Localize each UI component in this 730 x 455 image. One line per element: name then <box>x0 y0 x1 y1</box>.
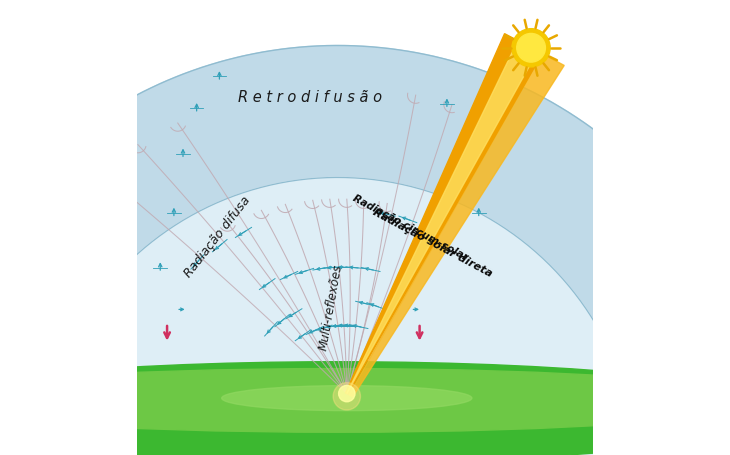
Circle shape <box>333 383 361 410</box>
Polygon shape <box>349 54 564 397</box>
Text: R e t r o d i f u s ã o: R e t r o d i f u s ã o <box>238 91 383 105</box>
Polygon shape <box>347 40 538 394</box>
Ellipse shape <box>0 369 730 432</box>
Text: Radiação circum-solar: Radiação circum-solar <box>351 193 469 262</box>
Circle shape <box>339 385 355 402</box>
Wedge shape <box>0 46 730 455</box>
Wedge shape <box>37 177 638 455</box>
Circle shape <box>512 29 550 67</box>
Ellipse shape <box>0 362 730 455</box>
Text: Radiação solar direta: Radiação solar direta <box>371 207 493 279</box>
Ellipse shape <box>222 386 472 410</box>
Text: Radiação difusa: Radiação difusa <box>182 193 253 280</box>
Polygon shape <box>345 34 542 394</box>
Text: Multi-reflexões: Multi-reflexões <box>317 263 345 351</box>
Circle shape <box>517 34 545 62</box>
